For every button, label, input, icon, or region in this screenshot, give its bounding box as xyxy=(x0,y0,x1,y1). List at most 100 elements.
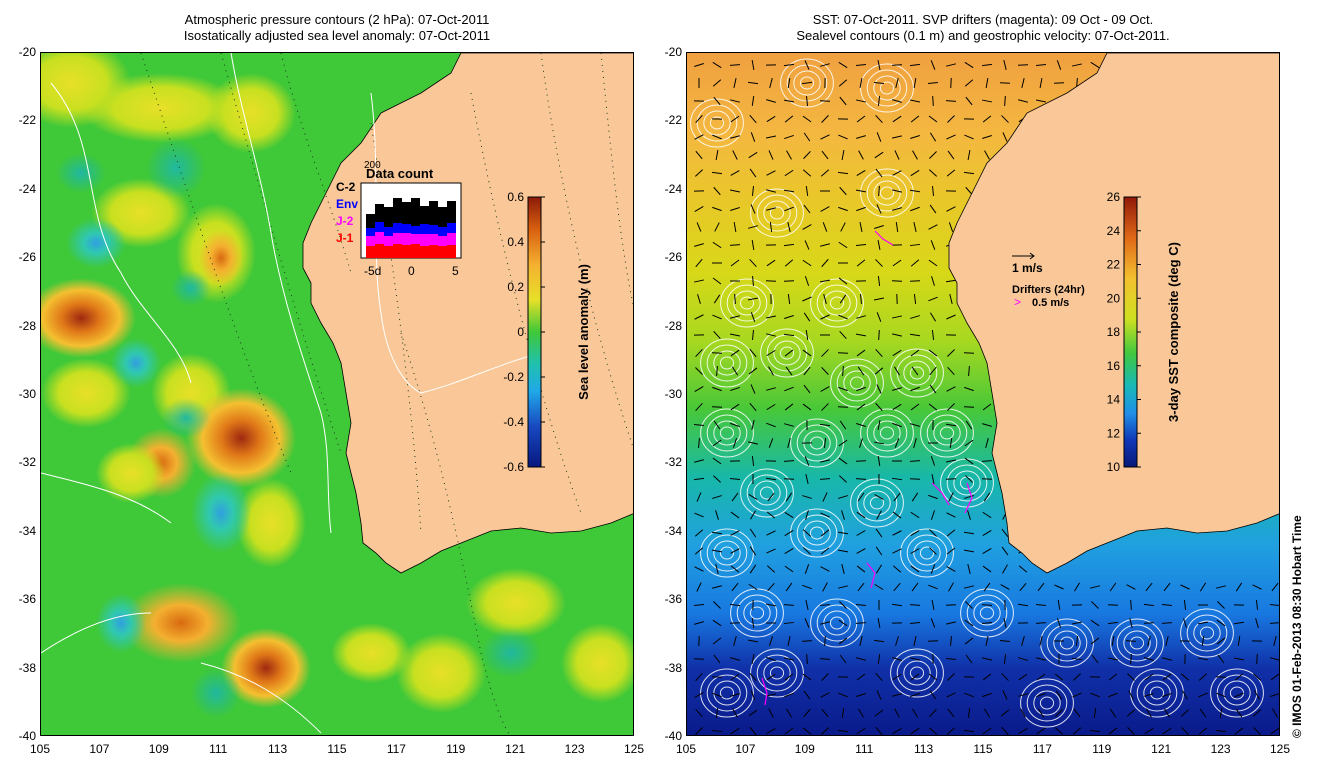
y-tick-label: -40 xyxy=(664,729,682,743)
x-tick-label: 123 xyxy=(1210,742,1231,756)
inset-y-top-label: 200 xyxy=(364,160,381,171)
x-tick-label: 107 xyxy=(735,742,756,756)
inset-legend-item: J-1 xyxy=(336,231,354,245)
sst-colorbar: 26 24 22 20 18 16 14 12 10 3-day SST composite (… xyxy=(1107,190,1181,474)
inset-xtick-0: 0 xyxy=(408,264,415,278)
y-tick-label: -38 xyxy=(664,660,682,675)
sealevel-eddy-contours xyxy=(690,58,1264,728)
y-tick-label: -22 xyxy=(664,113,682,128)
y-tick-label: -24 xyxy=(664,181,682,196)
x-tick-label: 105 xyxy=(675,742,697,756)
x-tick-label: 115 xyxy=(327,742,347,756)
x-tick-label: 121 xyxy=(505,742,526,756)
inset-bars xyxy=(366,198,456,258)
colorbar-tick-label: 0.6 xyxy=(507,190,524,204)
x-tick-label: 125 xyxy=(1269,742,1291,756)
pressure-contours xyxy=(140,53,633,735)
colorbar-tick-label: 14 xyxy=(1107,393,1121,407)
inset-title: Data count xyxy=(366,166,434,181)
drifter-key-symbol: > xyxy=(1014,295,1021,309)
drifter-key: Drifters (24hr) > 0.5 m/s xyxy=(1012,284,1085,309)
colorbar-tick-label: 16 xyxy=(1107,359,1121,373)
inset-legend-item: C-2 xyxy=(336,180,356,194)
sst-colorbar-label: 3-day SST composite (deg C) xyxy=(1166,242,1181,422)
colorbar-tick-label: -0.2 xyxy=(503,370,524,384)
sla-anomaly-blobs xyxy=(41,53,633,718)
imos-credit: © IMOS 01-Feb-2013 08:30 Hobart Time xyxy=(1290,515,1304,738)
velocity-key: 1 m/s xyxy=(1012,252,1043,275)
y-tick-label: -32 xyxy=(664,455,682,470)
x-tick-label: 113 xyxy=(268,742,288,756)
drifter-key-value: 0.5 m/s xyxy=(1032,297,1069,309)
x-tick-label: 115 xyxy=(973,742,993,756)
inset-legend-item: Env xyxy=(336,197,358,211)
y-tick-label: -22 xyxy=(18,113,36,128)
data-count-inset: Data count C-2 Env J-2 J-1 200 -5d 0 5 xyxy=(336,160,462,278)
y-tick-label: -28 xyxy=(664,318,682,333)
colorbar-tick-label: 10 xyxy=(1107,460,1121,474)
x-tick-label: 111 xyxy=(855,742,874,756)
right-title-line1: SST: 07-Oct-2011. SVP drifters (magenta)… xyxy=(812,12,1154,27)
y-tick-label: -40 xyxy=(18,729,36,743)
y-tick-label: -34 xyxy=(664,523,682,538)
sst-map: 1 m/s Drifters (24hr) > 0.5 m/s 26 24 22 20… xyxy=(686,52,1280,736)
y-tick-label: -24 xyxy=(18,181,36,196)
y-tick-label: -20 xyxy=(18,45,36,59)
sla-colorbar: 0.6 0.4 0.2 0 -0.2 -0.4 -0.6 Sea level anomaly… xyxy=(503,190,591,474)
colorbar-tick-label: 22 xyxy=(1107,258,1121,272)
x-tick-label: 107 xyxy=(89,742,110,756)
y-tick-label: -28 xyxy=(18,318,36,333)
inset-legend-item: J-2 xyxy=(336,214,354,228)
velocity-key-label: 1 m/s xyxy=(1012,261,1043,275)
x-tick-label: 123 xyxy=(564,742,585,756)
y-tick-label: -34 xyxy=(18,523,36,538)
y-tick-label: -20 xyxy=(664,45,682,59)
y-tick-label: -26 xyxy=(664,250,682,265)
x-tick-label: 113 xyxy=(914,742,934,756)
colorbar-tick-label: 0 xyxy=(517,325,524,339)
y-tick-label: -36 xyxy=(18,592,36,607)
right-title-line2: Sealevel contours (0.1 m) and geostrophi… xyxy=(796,28,1170,43)
x-tick-label: 105 xyxy=(29,742,51,756)
colorbar-tick-label: 12 xyxy=(1107,426,1121,440)
x-tick-label: 117 xyxy=(386,742,406,756)
x-tick-label: 119 xyxy=(1092,742,1112,756)
x-tick-label: 117 xyxy=(1032,742,1052,756)
inset-xtick-5: 5 xyxy=(452,264,459,278)
geostrophic-velocity-arrows xyxy=(693,59,1279,735)
left-panel-title: Atmospheric pressure contours (2 hPa): 0… xyxy=(40,12,634,44)
colorbar-tick-label: 26 xyxy=(1107,190,1121,204)
x-tick-label: 125 xyxy=(623,742,645,756)
x-tick-label: 109 xyxy=(794,742,815,756)
colorbar-tick-label: 18 xyxy=(1107,325,1121,339)
x-tick-label: 111 xyxy=(209,742,228,756)
left-title-line1: Atmospheric pressure contours (2 hPa): 0… xyxy=(184,12,490,27)
y-tick-label: -32 xyxy=(18,455,36,470)
sst-map-svg: 1 m/s Drifters (24hr) > 0.5 m/s 26 24 22 20… xyxy=(687,53,1279,735)
drifter-key-title: Drifters (24hr) xyxy=(1012,284,1085,296)
y-tick-label: -30 xyxy=(664,387,682,401)
colorbar-tick-label: -0.6 xyxy=(503,460,524,474)
svp-drifter-tracks xyxy=(761,230,973,706)
y-tick-label: -38 xyxy=(18,660,36,675)
y-tick-label: -36 xyxy=(664,592,682,607)
colorbar-tick-label: 24 xyxy=(1107,224,1121,238)
inset-legend: C-2 Env J-2 J-1 xyxy=(336,180,358,245)
x-tick-label: 121 xyxy=(1151,742,1172,756)
bathymetry-contours xyxy=(41,53,542,734)
inset-xtick-minus5d: -5d xyxy=(364,264,381,278)
y-tick-label: -30 xyxy=(18,387,36,401)
x-tick-label: 119 xyxy=(446,742,466,756)
y-tick-label: -26 xyxy=(18,250,36,265)
colorbar-tick-label: 0.4 xyxy=(507,235,524,249)
colorbar-tick-label: 20 xyxy=(1107,291,1121,305)
left-title-line2: Isostatically adjusted sea level anomaly… xyxy=(183,28,491,43)
australia-landmass-sst xyxy=(948,53,1279,574)
sla-colorbar-label: Sea level anomaly (m) xyxy=(576,264,591,400)
colorbar-tick-label: 0.2 xyxy=(507,280,524,294)
colorbar-tick-label: -0.4 xyxy=(503,415,524,429)
x-tick-label: 109 xyxy=(148,742,169,756)
sla-map-svg: Data count C-2 Env J-2 J-1 200 -5d 0 5 xyxy=(41,53,633,735)
sea-level-anomaly-map: Data count C-2 Env J-2 J-1 200 -5d 0 5 xyxy=(40,52,634,736)
right-panel-title: SST: 07-Oct-2011. SVP drifters (magenta)… xyxy=(686,12,1280,44)
